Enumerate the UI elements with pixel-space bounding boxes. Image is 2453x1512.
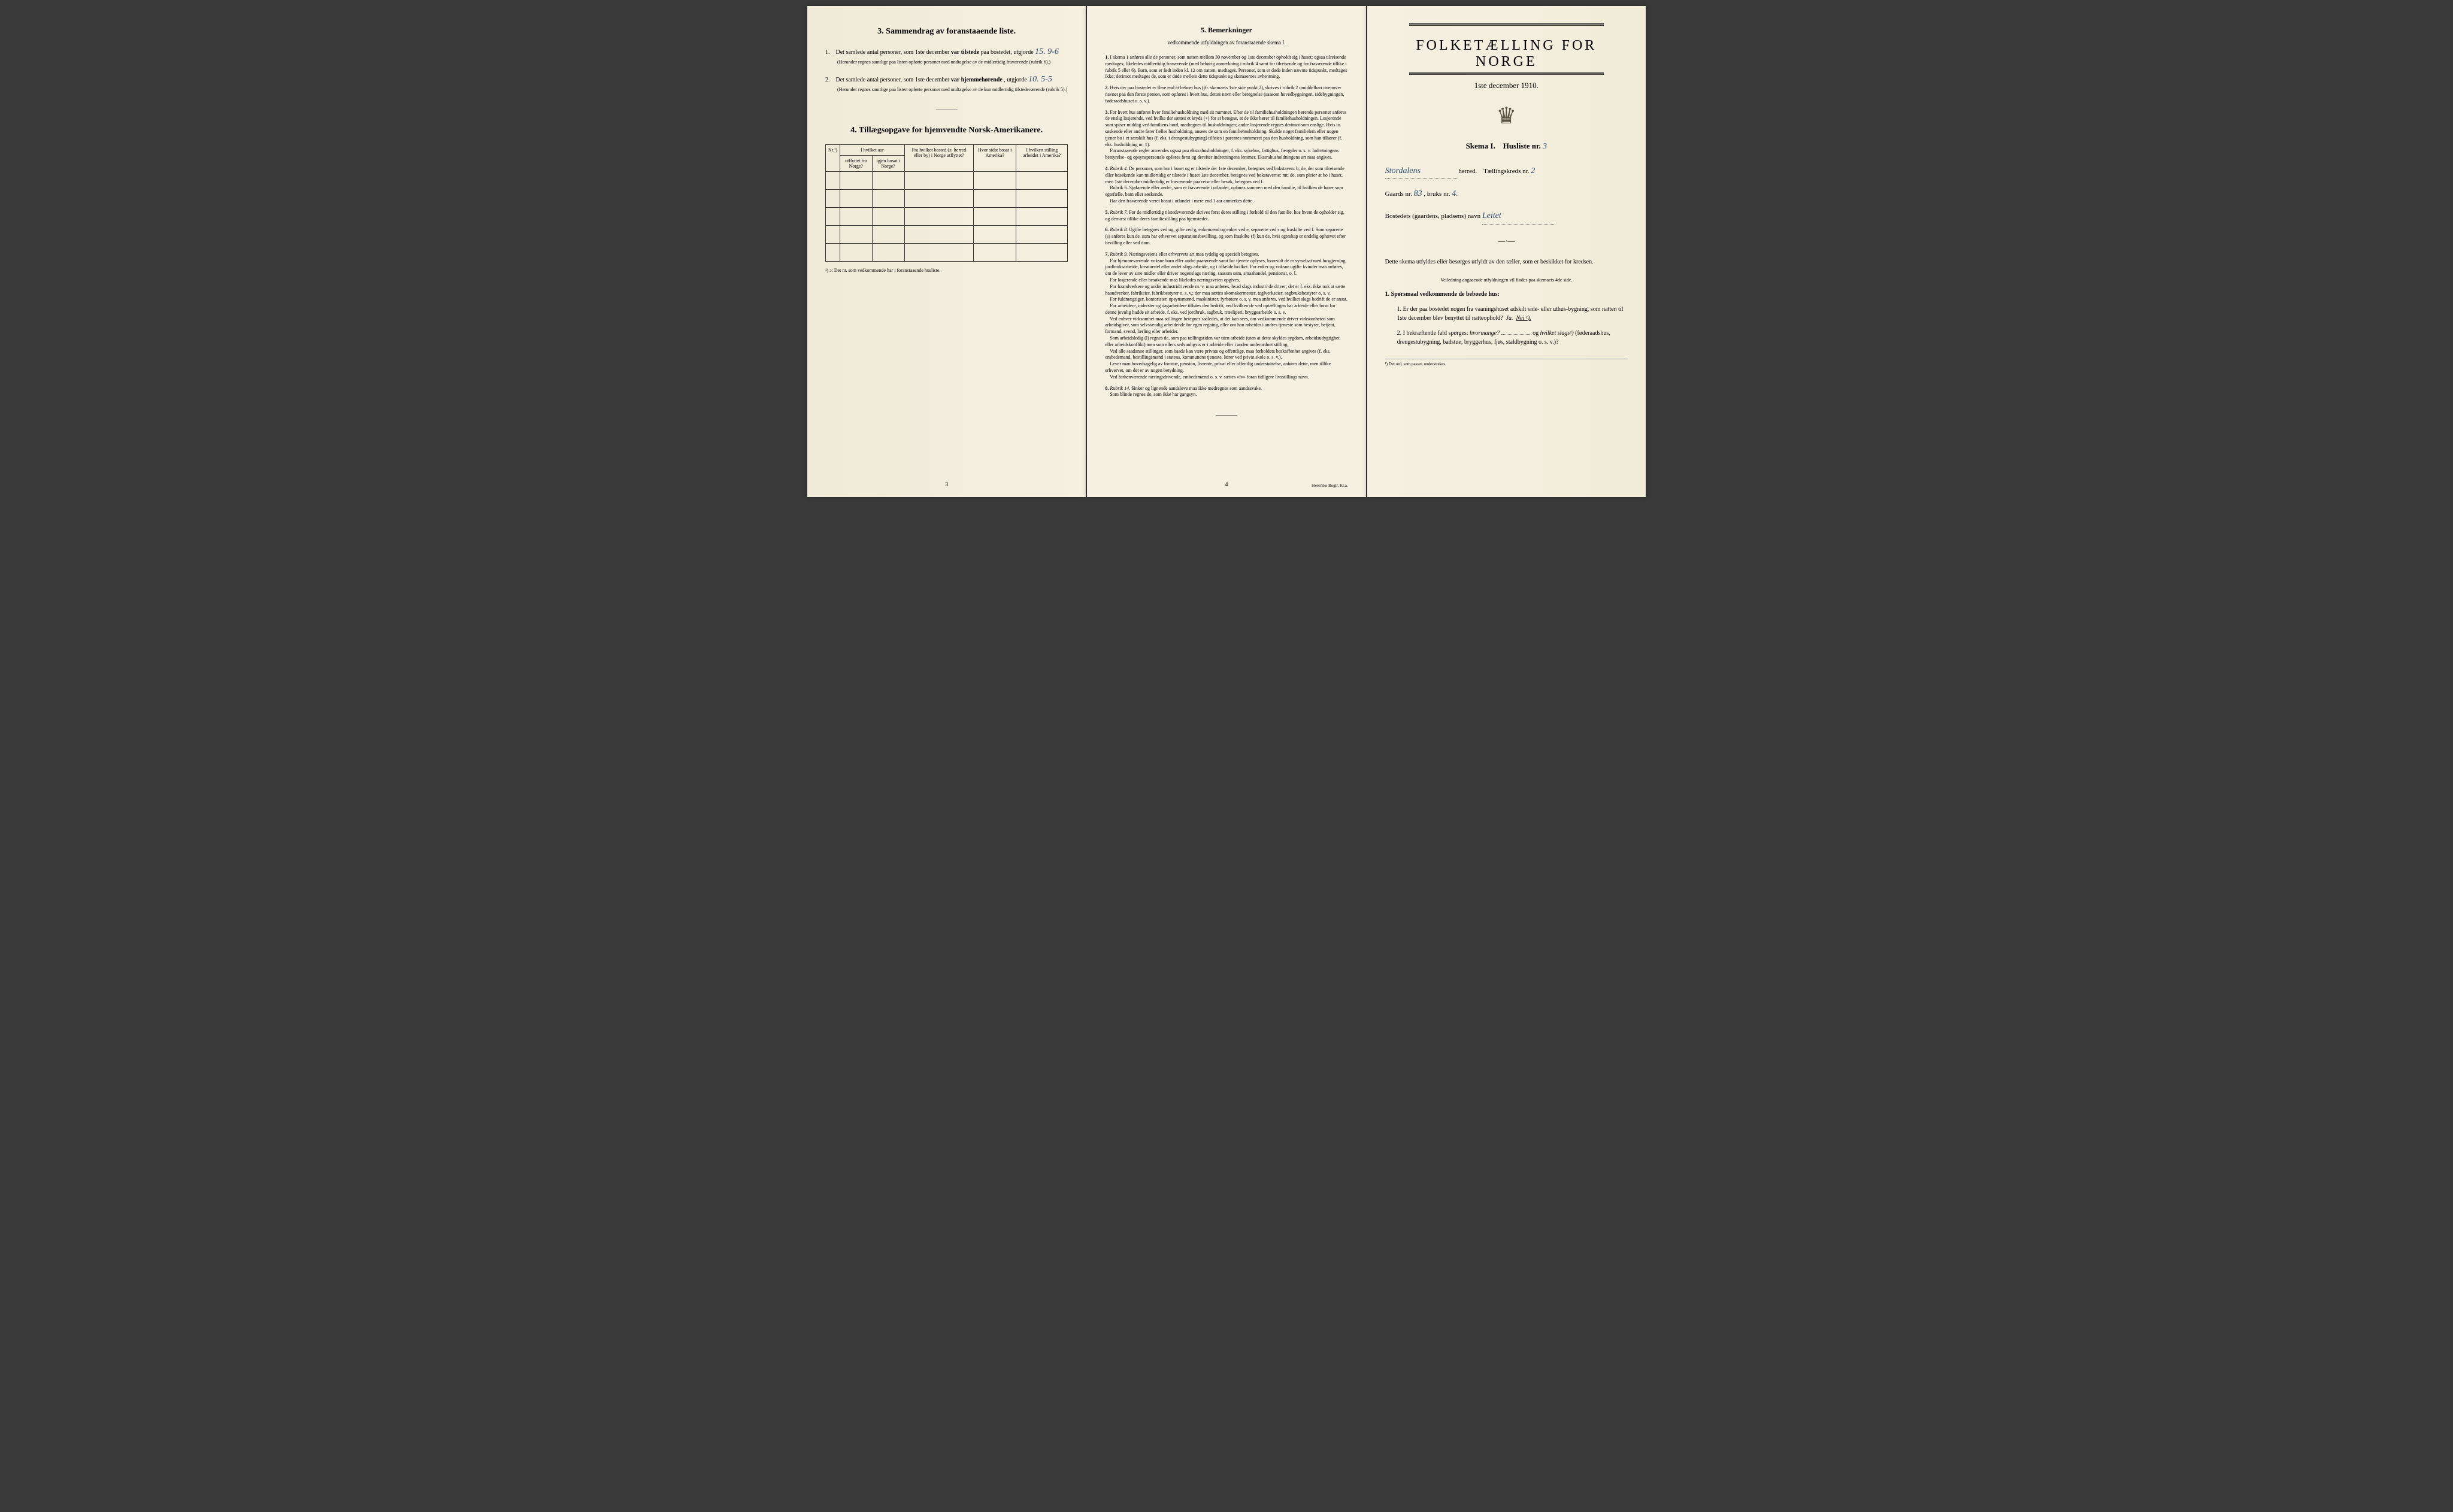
section3-item1: 1. Det samlede antal personer, som 1ste … — [825, 46, 1068, 66]
th-returned: igjen bosat i Norge? — [872, 156, 904, 172]
rule — [1409, 72, 1604, 75]
remark-item: 4. Rubrik 4. De personer, som bor i huse… — [1105, 166, 1347, 205]
gaards-nr: 83 — [1414, 189, 1422, 198]
q-text: I bekræftende fald spørges: — [1403, 330, 1468, 337]
herred-name: Stordalens — [1385, 163, 1457, 179]
handwritten-value: 15. 9-6 — [1035, 47, 1059, 56]
th-year: I hvilket aar — [840, 145, 905, 156]
herred-suffix: herred. — [1458, 168, 1477, 175]
remark-item: 3. For hvert hus anføres hver familiehus… — [1105, 110, 1347, 161]
title-date: 1ste december 1910. — [1385, 81, 1628, 90]
section3-title: 3. Sammendrag av foranstaaende liste. — [825, 27, 1068, 37]
q-heading-text: 1. Spørsmaal vedkommende de beboede hus: — [1385, 291, 1500, 298]
q-num: 2. — [1397, 330, 1402, 337]
table-row — [826, 208, 1068, 226]
table-row — [826, 226, 1068, 244]
item-num: 1. — [825, 48, 834, 57]
q-num: 1. — [1397, 306, 1402, 313]
q-italic: hvilket slags¹) — [1540, 330, 1574, 337]
item-bold: var hjemmehørende — [951, 77, 1003, 83]
page-middle: 5. Bemerkninger vedkommende utfyldningen… — [1087, 6, 1365, 497]
divider: ――― — [1105, 410, 1347, 419]
bosted-name: Leitet — [1482, 208, 1554, 224]
question-heading: 1. Spørsmaal vedkommende de beboede hus: — [1385, 290, 1628, 299]
section3-item2: 2. Det samlede antal personer, som 1ste … — [825, 73, 1068, 93]
instruction: Dette skema utfyldes eller besørges utfy… — [1385, 257, 1628, 266]
th-from: Fra hvilket bosted (ɔ: herred eller by) … — [904, 145, 974, 172]
item-bold: var tilstede — [951, 49, 979, 56]
th-nr: Nr.¹) — [826, 145, 840, 172]
bruks-label: , bruks nr. — [1424, 190, 1450, 198]
table-row — [826, 172, 1068, 190]
page-number: 3 — [945, 481, 948, 488]
item-note: (Herunder regnes samtlige paa listen opf… — [837, 86, 1068, 93]
page-number: 4 — [1225, 481, 1228, 488]
answer-ja: Ja. — [1506, 315, 1513, 322]
skema-line: Skema I. Husliste nr. 3 — [1385, 141, 1628, 151]
section5-subtitle: vedkommende utfyldningen av foranstaaend… — [1105, 40, 1347, 46]
section4-title: 4. Tillægsopgave for hjemvendte Norsk-Am… — [825, 126, 1068, 135]
th-position: I hvilken stilling arbeidet i Amerika? — [1016, 145, 1068, 172]
item-text: Det samlede antal personer, som 1ste dec… — [836, 49, 950, 56]
gaards-label: Gaards nr. — [1385, 190, 1412, 198]
th-emigrated: utflyttet fra Norge? — [840, 156, 872, 172]
skema-label: Skema I. — [1466, 141, 1495, 150]
document-spread: 3. Sammendrag av foranstaaende liste. 1.… — [807, 6, 1646, 497]
question-1: 1. Er der paa bostedet nogen fra vaaning… — [1397, 305, 1628, 323]
remark-item: 6. Rubrik 8. Ugifte betegnes ved ug, gif… — [1105, 227, 1347, 246]
divider: ―·― — [1385, 237, 1628, 246]
kreds-nr: 2 — [1531, 166, 1535, 175]
question-2: 2. I bekræftende fald spørges: hvormange… — [1397, 329, 1628, 347]
remark-item: 7. Rubrik 9. Næringsveiens eller erhverv… — [1105, 252, 1347, 381]
remark-item: 2. Hvis der paa bostedet er flere end ét… — [1105, 85, 1347, 104]
item-text-after: paa bostedet, utgjorde — [981, 49, 1034, 56]
remark-item: 8. Rubrik 14. Sinker og lignende aandslø… — [1105, 386, 1347, 399]
divider: ――― — [825, 105, 1068, 114]
husliste-nr: 3 — [1543, 142, 1547, 151]
page-left: 3. Sammendrag av foranstaaende liste. 1.… — [807, 6, 1086, 497]
coat-of-arms-icon: ♛ — [1385, 102, 1628, 129]
handwritten-value: 10. 5-5 — [1028, 75, 1052, 84]
th-where: Hvor sidst bosat i Amerika? — [974, 145, 1016, 172]
section5-title: 5. Bemerkninger — [1105, 26, 1347, 35]
footnote: ¹) Det ord, som passer, understrekes. — [1385, 359, 1628, 366]
bosted-label: Bostedets (gaardens, pladsens) navn — [1385, 213, 1480, 220]
herred-line: Stordalens herred. Tællingskreds nr. 2 — [1385, 163, 1628, 179]
q-italic: hvormange? — [1470, 330, 1500, 337]
kreds-label: Tællingskreds nr. — [1483, 168, 1529, 175]
item-text: Det samlede antal personer, som 1ste dec… — [836, 77, 950, 83]
table-row — [826, 190, 1068, 208]
page-right: FOLKETÆLLING FOR NORGE 1ste december 191… — [1367, 6, 1646, 497]
item-num: 2. — [825, 75, 834, 85]
blank-field — [1501, 334, 1531, 335]
husliste-label: Husliste nr. — [1503, 141, 1541, 150]
q-text: og — [1533, 330, 1539, 337]
rule — [1409, 23, 1604, 26]
table-footnote: ¹) ɔ: Det nr. som vedkommende har i fora… — [825, 268, 1068, 273]
main-title: FOLKETÆLLING FOR NORGE — [1385, 38, 1628, 70]
remark-item: 5. Rubrik 7. For de midlertidig tilstede… — [1105, 210, 1347, 223]
remarks-list: 1. I skema 1 anføres alle de personer, s… — [1105, 54, 1347, 398]
emigrant-table: Nr.¹) I hvilket aar Fra hvilket bosted (… — [825, 144, 1068, 262]
bosted-line: Bostedets (gaardens, pladsens) navn Leit… — [1385, 208, 1628, 224]
bruks-nr: 4. — [1452, 189, 1458, 198]
answer-nei: Nei ¹). — [1516, 315, 1531, 322]
veil-note: Veiledning angaaende utfyldningen vil fi… — [1385, 277, 1628, 283]
item-note: (Herunder regnes samtlige paa listen opf… — [837, 59, 1068, 65]
table-row — [826, 244, 1068, 262]
gaards-line: Gaards nr. 83 , bruks nr. 4. — [1385, 186, 1628, 201]
remark-item: 1. I skema 1 anføres alle de personer, s… — [1105, 54, 1347, 80]
item-text-after: , utgjorde — [1004, 77, 1026, 83]
printer-note: Steen'ske Bogtr. Kr.a. — [1312, 483, 1348, 488]
